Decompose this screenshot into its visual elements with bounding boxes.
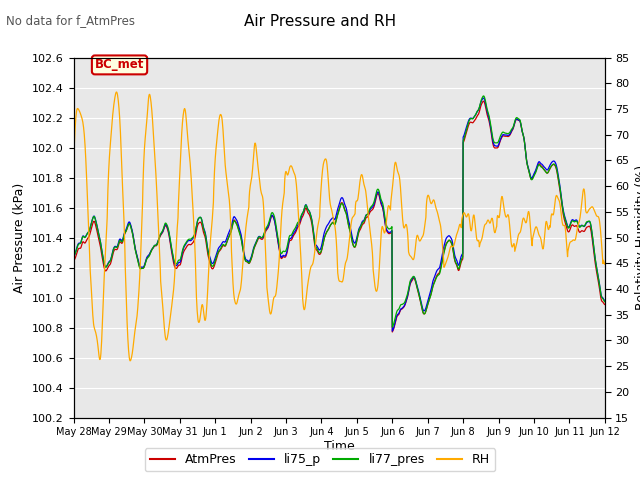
Text: Air Pressure and RH: Air Pressure and RH — [244, 14, 396, 29]
Legend: AtmPres, li75_p, li77_pres, RH: AtmPres, li75_p, li77_pres, RH — [145, 448, 495, 471]
Y-axis label: Relativity Humidity (%): Relativity Humidity (%) — [635, 165, 640, 310]
Y-axis label: Air Pressure (kPa): Air Pressure (kPa) — [13, 182, 26, 293]
Text: No data for f_AtmPres: No data for f_AtmPres — [6, 14, 136, 27]
X-axis label: Time: Time — [324, 440, 355, 453]
Text: BC_met: BC_met — [95, 59, 144, 72]
